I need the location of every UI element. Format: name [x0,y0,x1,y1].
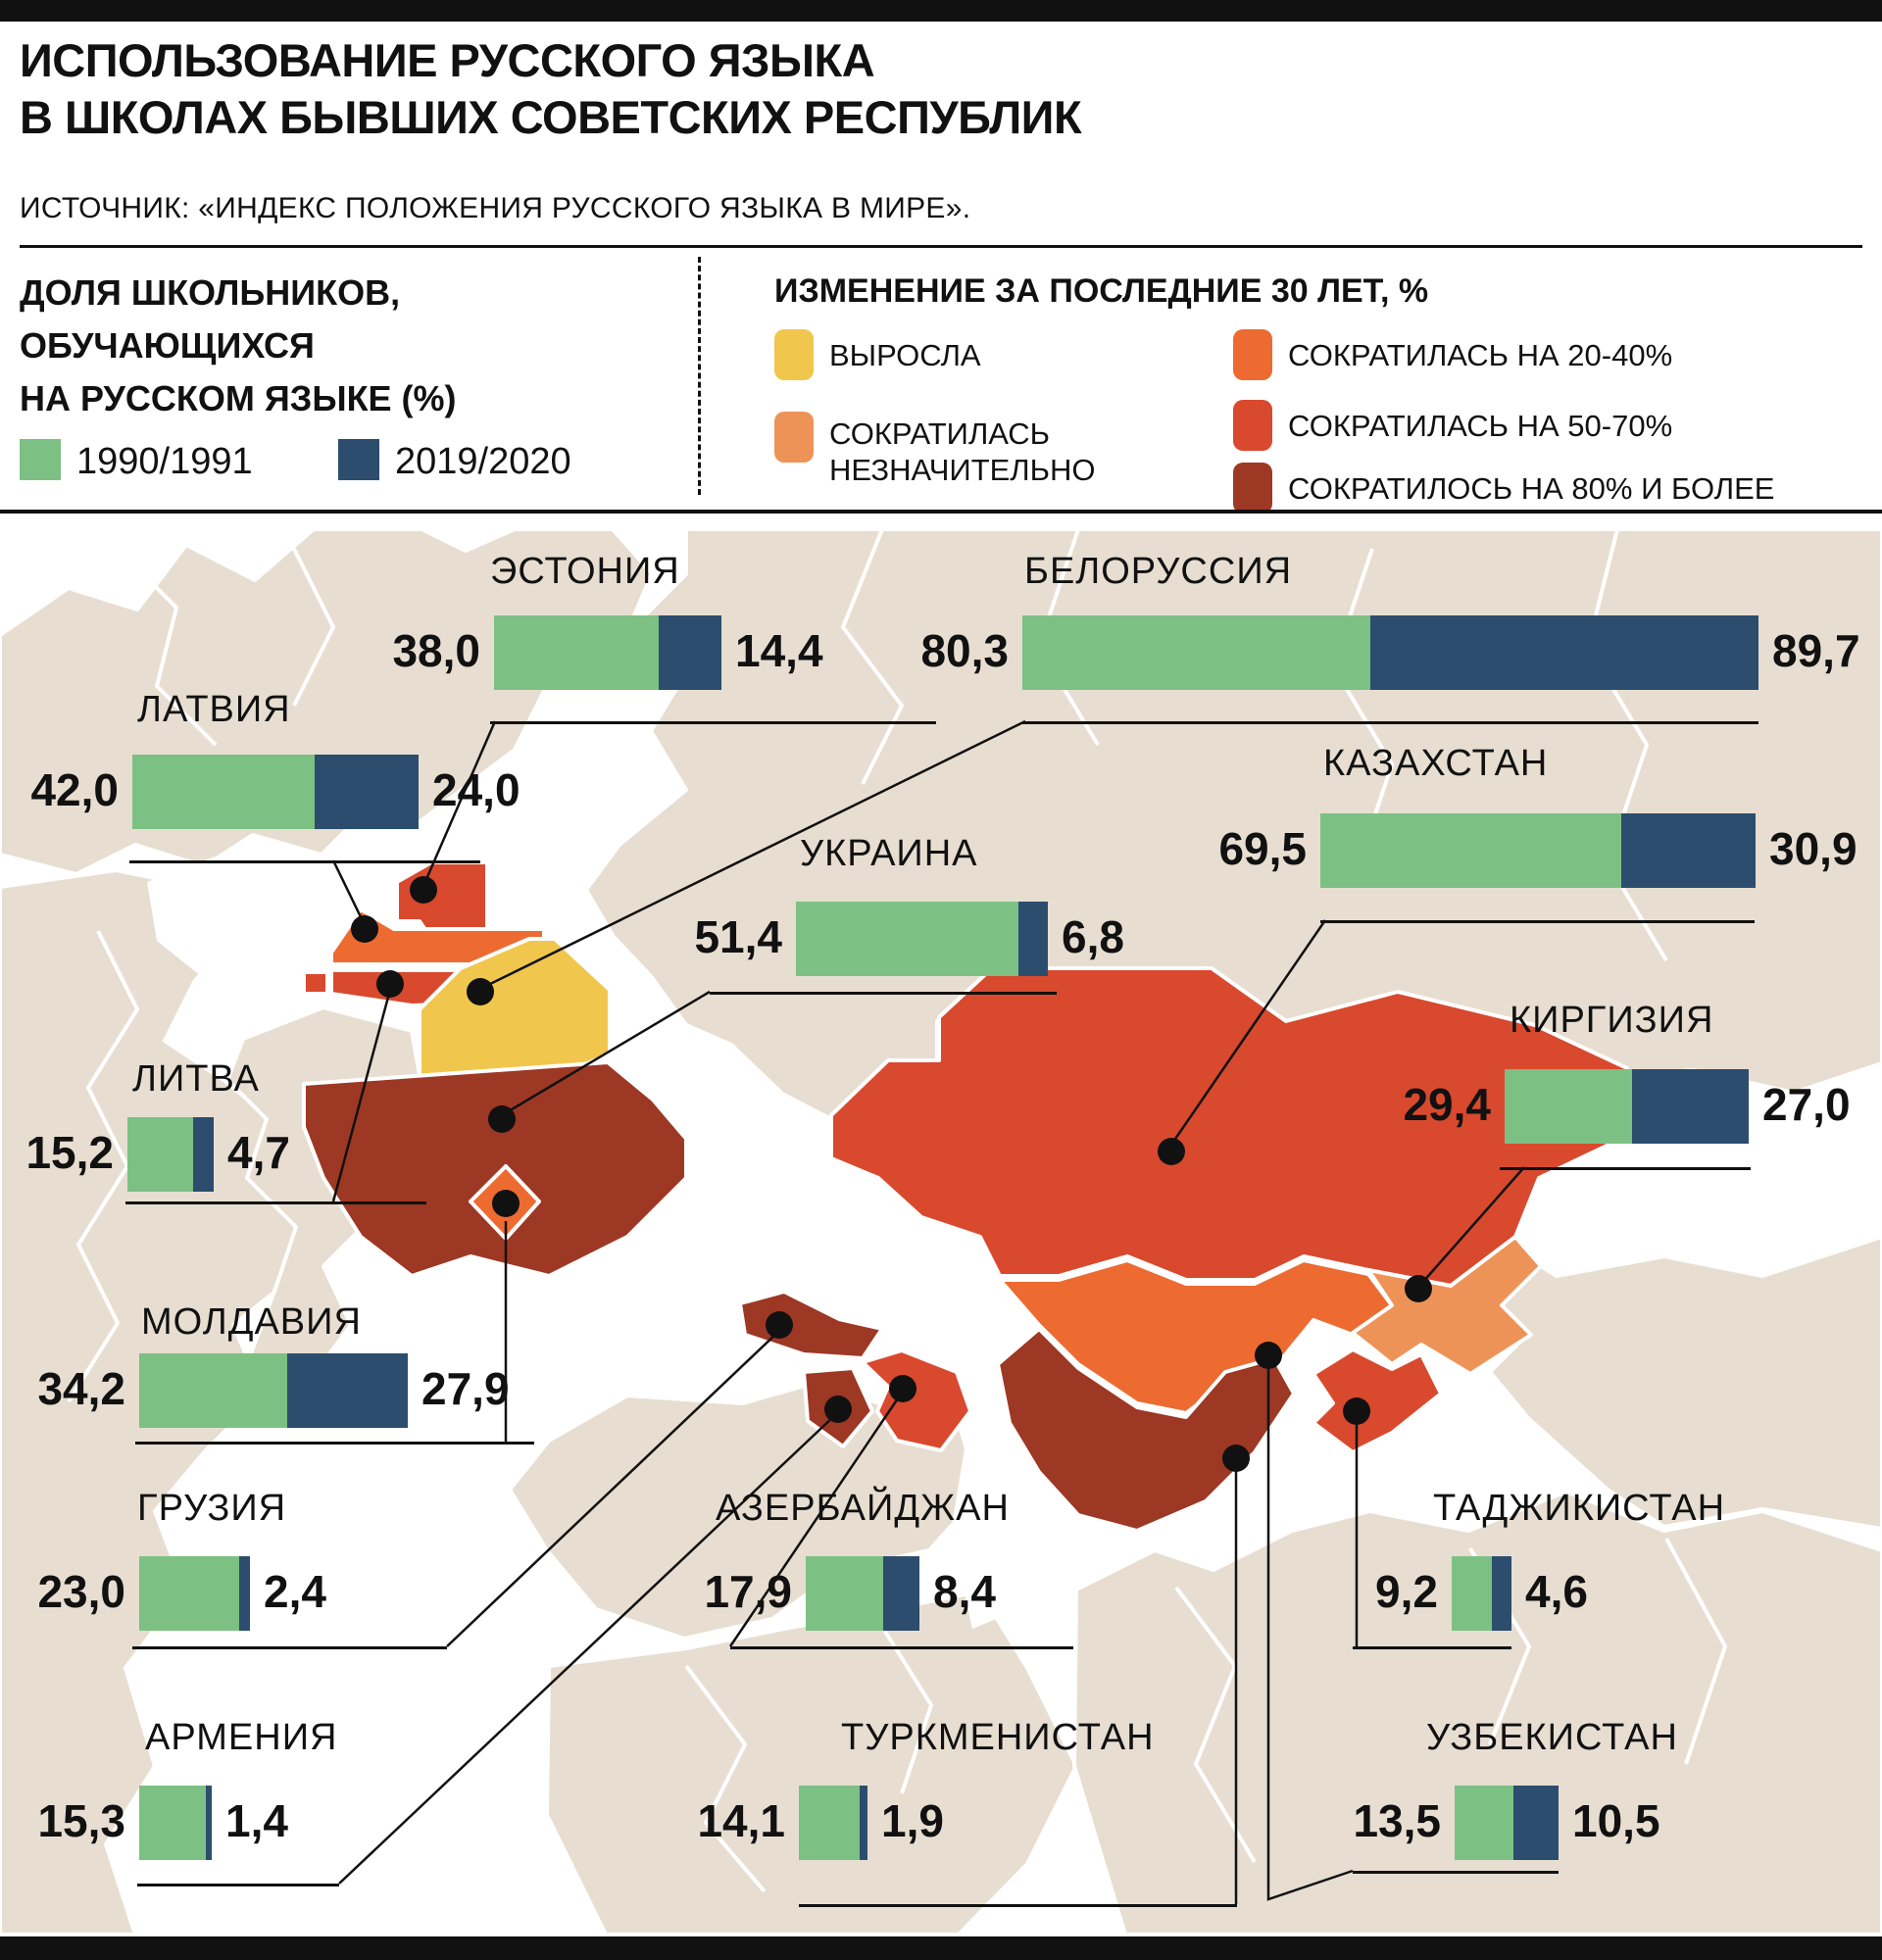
sea-baltic [147,853,333,1029]
legend-swatch-decrease-80-plus [1233,463,1272,514]
leader-line-estonia [421,720,497,887]
leader-line-georgia [446,1330,780,1647]
border-line [292,548,336,707]
legend-label-decrease-20-40: СОКРАТИЛАСЬ НА 20-40% [1288,338,1673,372]
map-dot-moldova [492,1190,520,1217]
country-shape-turkmenistan [996,1327,1296,1533]
landmass-west-europe [0,868,304,1936]
border-line [1174,1586,1257,1864]
legend-swatch-2019 [338,439,379,480]
legend-swatch-increase [774,329,814,380]
legend-label-1990: 1990/1991 [76,441,253,482]
map-dot-uzbekistan [1255,1342,1282,1369]
legend-share-title-line1: ДОЛЯ ШКОЛЬНИКОВ, [20,272,401,313]
legend-label-slight-decrease-line1: СОКРАТИЛАСЬ [829,416,1051,451]
source-note: ИСТОЧНИК: «ИНДЕКС ПОЛОЖЕНИЯ РУССКОГО ЯЗЫ… [20,192,971,224]
border-line [194,1468,258,1608]
map-dot-kazakhstan [1158,1138,1185,1165]
map-dot-tajikistan [1343,1397,1370,1425]
leader-line-ukraine [501,990,711,1117]
landmass-east-asia [1488,1235,1882,1531]
leader-line-armenia [338,1414,836,1885]
country-shape-tajikistan [1312,1348,1443,1454]
legend-change-title: ИЗМЕНЕНИЕ ЗА ПОСЛЕДНИЕ 30 ЛЕТ, % [774,272,1429,310]
landmass-iran-south-asia [1072,1490,1882,1936]
page-title-line1: ИСПОЛЬЗОВАНИЕ РУССКОГО ЯЗЫКА [20,34,875,86]
country-shape-latvia [329,907,546,966]
leader-line-azerbaijan [728,1395,902,1647]
leader-line-kyrgyzstan [1420,1166,1525,1285]
border-line [1585,528,1668,962]
legend-label-decrease-50-70: СОКРАТИЛАСЬ НА 50-70% [1288,409,1673,443]
country-shape-kaliningrad [302,970,329,996]
sea-black [461,1188,733,1392]
legend-label-slight-decrease-line2: НЕЗНАЧИТЕЛЬНО [829,453,1096,487]
legend-swatch-decrease-20-40 [1233,329,1272,380]
top-black-bar [0,0,1882,22]
legend-label-slight-decrease: СОКРАТИЛАСЬ НЕЗНАЧИТЕЛЬНО [829,416,1096,488]
border-line [880,1625,934,1794]
map-dot-georgia [766,1311,793,1339]
map-dot-belarus [467,978,494,1005]
page-title-line2: В ШКОЛАХ БЫВШИХ СОВЕТСКИХ РЕСПУБЛИК [20,91,1082,143]
map-dot-ukraine [488,1105,516,1133]
landmass-scandinavia [0,527,654,876]
map-dot-estonia [410,876,437,904]
legend-share-title-line3: НА РУССКОМ ЯЗЫКЕ (%) [20,378,457,418]
legend-dashed-divider [698,257,701,495]
border-line [1664,1538,1728,1765]
country-shape-ukraine [302,1060,688,1278]
legend-label-2019: 2019/2020 [395,441,571,482]
legend-swatch-1990 [20,439,61,480]
map-dot-turkmenistan [1222,1445,1250,1472]
legend-map-divider-line [0,510,1882,514]
border-line [840,528,905,785]
legend-swatch-slight-decrease [774,412,814,463]
map-dot-lithuania [376,970,404,998]
country-shape-georgia [738,1290,884,1360]
header-divider-line [20,245,1862,248]
border-line [116,547,218,747]
leader-line-kazakhstan [1169,919,1327,1146]
legend-share-title-line2: ОБУЧАЮЩИХСЯ [20,325,315,366]
map-dot-armenia [824,1396,852,1423]
leader-line-uzbekistan [1266,1362,1354,1901]
legend-swatch-decrease-50-70 [1233,400,1272,451]
legend-label-decrease-80-plus: СОКРАТИЛОСЬ НА 80% И БОЛЕЕ [1288,471,1775,506]
legend-label-increase: ВЫРОСЛА [829,338,981,372]
country-shape-azerbaijan [861,1348,972,1452]
map-dot-azerbaijan [889,1375,916,1402]
landmass-middle-east [545,1590,1078,1936]
map-dot-kyrgyzstan [1405,1275,1432,1302]
bottom-black-bar [0,1936,1882,1960]
border-line [684,1664,767,1893]
leader-line-latvia [331,859,367,926]
leader-line-lithuania [331,989,392,1202]
country-shape-kyrgyzstan [1351,1235,1543,1376]
map-dot-latvia [351,915,378,943]
leader-line-belarus [481,719,1026,990]
